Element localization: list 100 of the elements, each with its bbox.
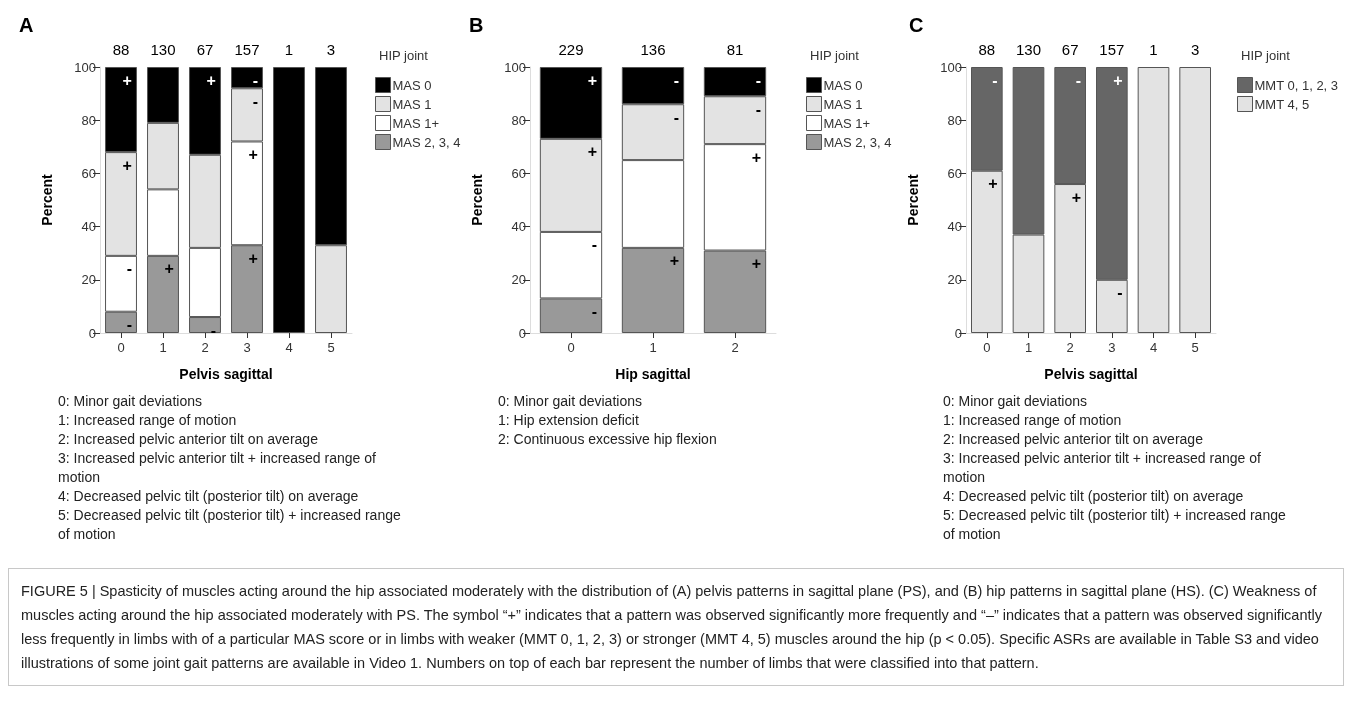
- data-label: -: [591, 302, 598, 320]
- text: 130: [1015, 40, 1042, 58]
- text: 136: [640, 40, 666, 58]
- text: 1: Increased range of motion: [943, 411, 1123, 430]
- y-tick-label: 100: [504, 59, 526, 75]
- y-tick-label: 0: [518, 325, 526, 341]
- x-tick-label: 1: [1024, 340, 1033, 355]
- legend-label: MAS 2, 3, 4: [823, 134, 892, 150]
- y-axis-title: Percent: [469, 173, 485, 226]
- text: 1: Hip extension deficit: [498, 411, 640, 430]
- data-label: -: [126, 260, 132, 278]
- text: 5: Decreased pelvic tilt (posterior tilt) + increased range of motion: [58, 506, 402, 544]
- x-tick-label: 3: [243, 340, 251, 355]
- data-label: -: [591, 236, 598, 254]
- data-label: -: [252, 92, 258, 110]
- legend-label: MAS 1: [823, 96, 863, 112]
- x-tick-label: 5: [327, 340, 335, 355]
- text: 4: Decreased pelvic tilt (posterior tilt) on average: [58, 487, 360, 506]
- text: 2: Increased pelvic anterior tilt on average: [58, 430, 319, 449]
- legend-label: MAS 1+: [823, 115, 871, 131]
- y-tick-label: 40: [947, 219, 962, 235]
- x-tick-label: 4: [285, 340, 293, 355]
- legend-title: HIP joint: [1241, 48, 1291, 63]
- data-label: -: [992, 71, 998, 89]
- y-tick-label: 100: [74, 59, 96, 75]
- x-tick-label: 0: [983, 340, 991, 355]
- x-tick-label: 2: [731, 340, 739, 355]
- text: 3: Increased pelvic anterior tilt + increased range of motion: [943, 449, 1262, 487]
- text: 81: [726, 40, 744, 58]
- y-tick-label: 60: [511, 165, 526, 181]
- y-tick-label: 0: [954, 325, 962, 341]
- y-tick-label: 80: [511, 112, 526, 128]
- y-tick-label: 20: [511, 272, 526, 288]
- data-label: +: [248, 145, 258, 163]
- legend-label: MAS 1+: [392, 115, 440, 131]
- data-label: +: [587, 143, 598, 161]
- chart-title: A: [19, 14, 34, 36]
- text: 67: [1061, 40, 1079, 58]
- y-tick-label: 80: [947, 112, 962, 128]
- data-label: +: [206, 71, 216, 89]
- text: 130: [150, 40, 176, 58]
- text: 0: Minor gait deviations: [58, 392, 203, 411]
- x-axis-title: Pelvis sagittal: [179, 366, 273, 382]
- y-tick-label: 80: [81, 112, 96, 128]
- text: 67: [196, 40, 214, 58]
- chart-title: B: [469, 14, 484, 36]
- text: 1: [1149, 40, 1158, 58]
- x-tick-label: 0: [117, 340, 125, 355]
- legend-label: MMT 0, 1, 2, 3: [1254, 77, 1339, 93]
- x-tick-label: 3: [1108, 340, 1116, 355]
- x-tick-label: 4: [1149, 340, 1158, 355]
- x-tick-label: 2: [201, 340, 209, 355]
- y-tick-label: 60: [81, 165, 96, 181]
- legend-title: HIP joint: [810, 48, 860, 63]
- data-label: -: [252, 71, 258, 89]
- bar: [273, 67, 305, 333]
- y-tick-label: 0: [88, 325, 96, 341]
- text: 0: Minor gait deviations: [943, 392, 1088, 411]
- data-label: -: [1117, 284, 1123, 302]
- x-tick-label: 2: [1066, 340, 1074, 355]
- x-tick-label: 1: [159, 340, 167, 355]
- y-tick-label: 20: [947, 272, 962, 288]
- data-label: +: [587, 71, 598, 89]
- text: 3: [326, 40, 336, 58]
- data-label: +: [164, 260, 174, 278]
- data-label: -: [755, 100, 762, 118]
- text: 157: [234, 40, 260, 58]
- y-tick-label: 20: [81, 272, 96, 288]
- x-tick-label: 1: [649, 340, 657, 355]
- y-tick-label: 40: [511, 219, 526, 235]
- text: 5: Decreased pelvic tilt (posterior tilt) + increased range of motion: [943, 506, 1287, 544]
- x-tick-label: 0: [567, 340, 575, 355]
- data-label: +: [1071, 188, 1081, 206]
- text: 88: [112, 40, 130, 58]
- text: 3: Increased pelvic anterior tilt + increased range of motion: [58, 449, 377, 487]
- data-label: -: [755, 71, 762, 89]
- text: 2: Increased pelvic anterior tilt on average: [943, 430, 1204, 449]
- y-axis-title: Percent: [39, 173, 55, 226]
- legend-label: MAS 2, 3, 4: [392, 134, 461, 150]
- data-label: +: [988, 175, 998, 193]
- y-tick-label: 60: [947, 165, 962, 181]
- data-label: -: [673, 71, 680, 89]
- x-axis-title: Pelvis sagittal: [1044, 366, 1138, 382]
- text: 2: Continuous excessive hip flexion: [498, 430, 718, 449]
- text: 4: Decreased pelvic tilt (posterior tilt) on average: [943, 487, 1245, 506]
- data-label: +: [751, 255, 762, 273]
- y-axis-title: Percent: [905, 173, 921, 226]
- data-label: -: [673, 108, 680, 126]
- legend-label: MAS 1: [392, 96, 432, 112]
- data-label: +: [122, 156, 132, 174]
- text: 88: [978, 40, 996, 58]
- x-tick-label: 5: [1191, 340, 1199, 355]
- text: 0: Minor gait deviations: [498, 392, 643, 411]
- caption: FIGURE 5 | Spasticity of muscles acting around the hip associated moderately with the distribution of (A) pelvis patterns in sagittal plane (PS), and (B) hip patterns in sagittal plane (HS). (C) Weakness of muscles acting around the hip associated moderately with PS. The symbol “+” indicates that a pattern was observed significantly more frequently and “–” indicates that a pattern was observed significantly less frequently in limbs with of a particular MAS score or in limbs with weaker (MMT 0, 1, 2, 3) or stronger (MMT 4, 5) muscles around the hip (p < 0.05). Specific ASRs are available in Table S3 and video illustrations of some joint gait patterns are available in Video 1. Numbers on top of each bar represent the number of limbs that were classified into that pattern.: [8, 568, 1344, 686]
- data-label: +: [751, 148, 762, 166]
- text: 1: Increased range of motion: [58, 411, 238, 430]
- data-label: -: [126, 316, 132, 334]
- data-label: -: [210, 321, 216, 339]
- data-label: +: [248, 249, 258, 267]
- data-label: +: [669, 252, 680, 270]
